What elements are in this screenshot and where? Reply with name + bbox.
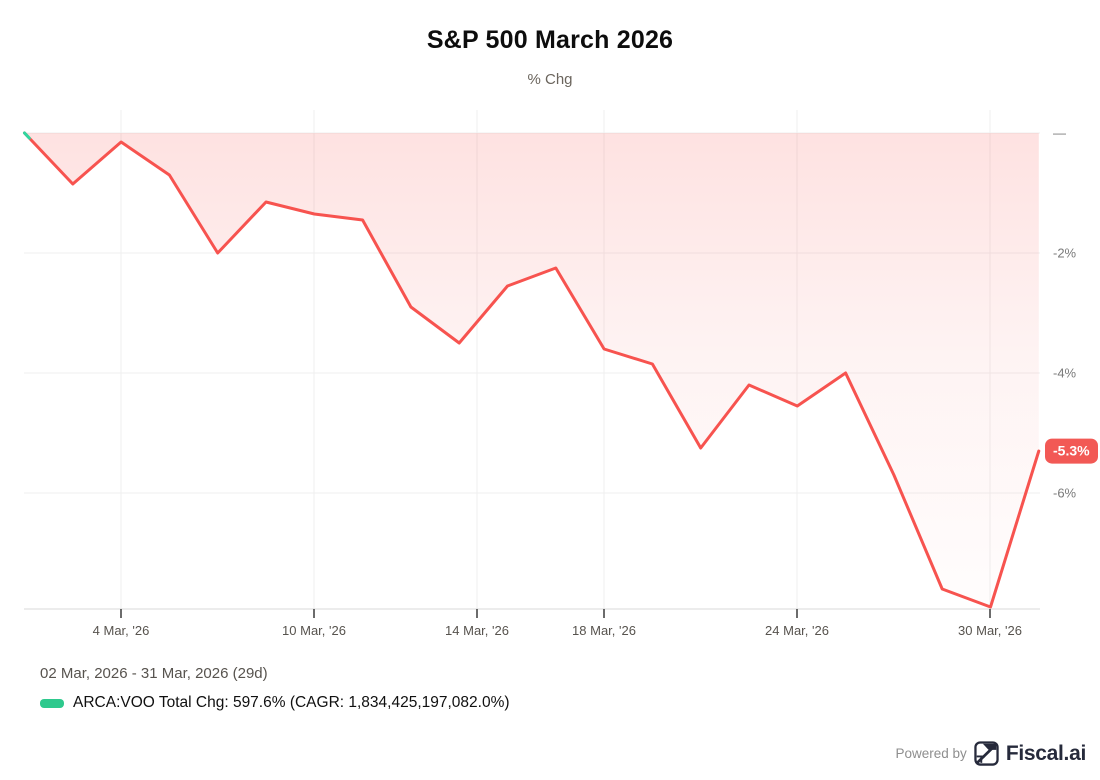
y-tick-label: -4% [1053,365,1077,381]
legend-swatch-icon [40,698,64,708]
legend-label: ARCA:VOO Total Chg: 597.6% (CAGR: 1,834,… [73,694,510,711]
x-tick-label: 30 Mar, '26 [958,623,1022,638]
y-tick-label: -2% [1053,245,1077,261]
x-tick-label: 14 Mar, '26 [445,623,509,638]
chart-title: S&P 500 March 2026 [426,26,674,54]
brand-name: Fiscal.ai [1005,741,1086,765]
x-tick-label: 4 Mar, '26 [92,623,150,638]
powered-by-label: Powered by [895,746,967,761]
chart-subtitle: % Chg [527,71,573,88]
fiscal-logo-icon [974,741,999,766]
x-tick-label: 18 Mar, '26 [572,623,636,638]
y-tick-label: -6% [1053,485,1077,501]
legend-row: ARCA:VOO Total Chg: 597.6% (CAGR: 1,834,… [40,694,510,712]
x-tick-label: 24 Mar, '26 [765,623,829,638]
date-range-label: 02 Mar, 2026 - 31 Mar, 2026 (29d) [40,665,268,682]
y-tick-label: — [1053,125,1066,141]
fiscal-brand-link[interactable]: Powered by Fiscal.ai [896,741,1086,766]
x-tick-label: 10 Mar, '26 [282,623,346,638]
last-value-badge: -5.3% [1045,438,1098,464]
